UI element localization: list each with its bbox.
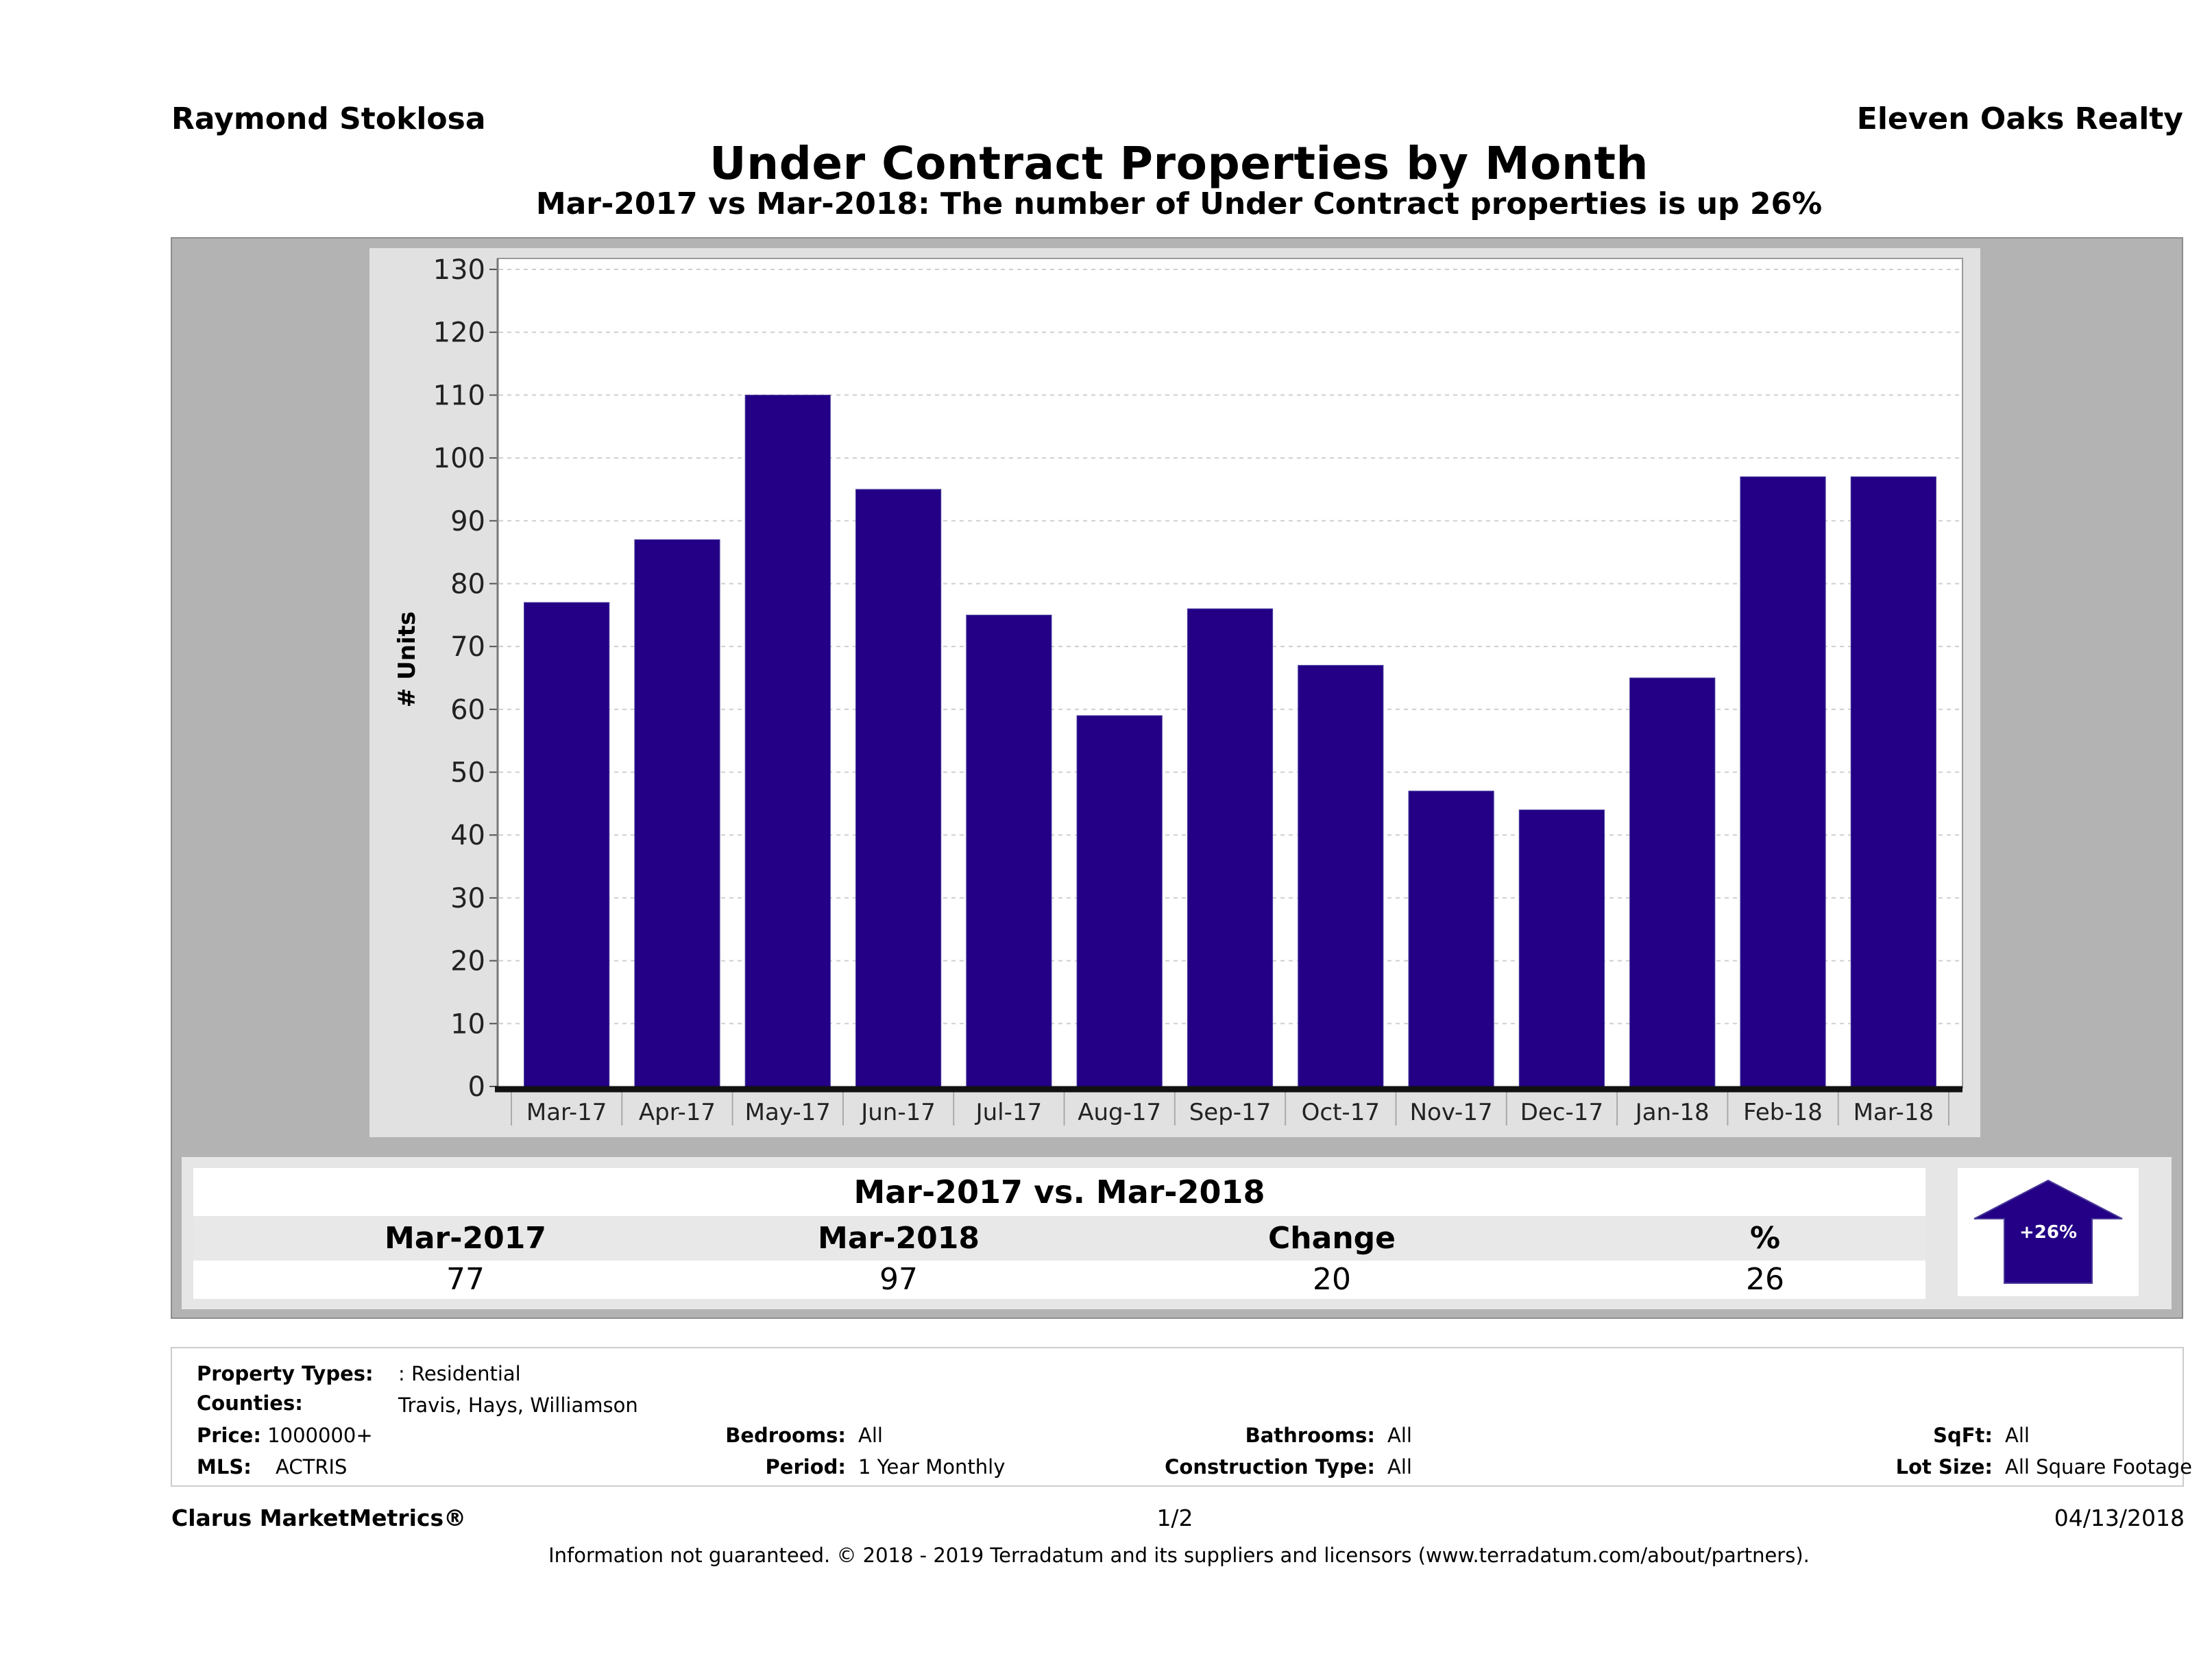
summary-value-curr: 97 xyxy=(879,1262,918,1297)
change-badge-label: +26% xyxy=(2019,1222,2077,1243)
summary-header-curr: Mar-2018 xyxy=(818,1221,980,1256)
y-tick-label: 80 xyxy=(450,568,485,600)
y-tick-label: 130 xyxy=(433,254,485,286)
summary-value-percent: 26 xyxy=(1746,1262,1784,1297)
filter-lot-size-label: Lot Size: xyxy=(1896,1455,1993,1479)
x-tick-label: Jan-18 xyxy=(1634,1099,1710,1126)
filter-label: Lot Size: xyxy=(1895,1455,1993,1479)
bar-mar-17 xyxy=(524,602,610,1087)
bar-jan-18 xyxy=(1629,677,1716,1087)
bar-dec-17 xyxy=(1518,810,1605,1087)
y-tick-label: 60 xyxy=(450,694,485,726)
x-tick-label: Apr-17 xyxy=(639,1099,716,1126)
x-tick-label: Mar-17 xyxy=(526,1099,607,1126)
bar-aug-17 xyxy=(1076,715,1163,1087)
filter-bedrooms-value: All xyxy=(858,1424,883,1447)
y-tick-label: 120 xyxy=(433,317,485,349)
x-tick-label: Feb-18 xyxy=(1743,1099,1823,1126)
filter-label: MLS: xyxy=(197,1455,252,1479)
bar-mar-18 xyxy=(1850,476,1936,1087)
filter-label: Construction Type: xyxy=(1165,1455,1375,1479)
filter-label: Counties: xyxy=(197,1391,303,1415)
filter-sqft-value: All xyxy=(2005,1424,2030,1447)
filter-value: ACTRIS xyxy=(276,1455,348,1479)
x-tick-label: Aug-17 xyxy=(1078,1099,1161,1126)
y-axis-label: # Units xyxy=(393,611,421,707)
filter-construction-value: All xyxy=(1387,1455,1412,1479)
y-tick-label: 50 xyxy=(450,757,485,789)
bar-oct-17 xyxy=(1298,665,1384,1087)
bar-chart: 0 10 20 30 40 50 60 70 80 90 100 110 120 130 Mar-17 Apr… xyxy=(393,254,1963,1126)
bar-feb-18 xyxy=(1740,476,1826,1087)
filter-mls: MLS: ACTRIS xyxy=(197,1455,347,1479)
filter-bedrooms-label: Bedrooms: xyxy=(725,1424,846,1447)
x-tick-label: May-17 xyxy=(745,1099,831,1126)
bar-nov-17 xyxy=(1408,790,1494,1087)
filter-construction-label: Construction Type: xyxy=(1165,1455,1375,1479)
filter-price: Price: 1000000+ xyxy=(197,1424,373,1447)
summary-value-row: 77 97 20 26 xyxy=(193,1261,1925,1299)
y-tick-label: 70 xyxy=(450,631,485,663)
summary-header-percent: % xyxy=(1749,1221,1781,1256)
x-tick-label: Dec-17 xyxy=(1520,1099,1603,1126)
x-tick-label: Nov-17 xyxy=(1410,1099,1493,1126)
filter-value: 1000000+ xyxy=(267,1424,373,1447)
y-tick-label: 100 xyxy=(433,443,485,474)
summary-title: Mar-2017 vs. Mar-2018 xyxy=(193,1168,1925,1216)
filter-label: Bathrooms: xyxy=(1245,1424,1375,1447)
filter-label: Period: xyxy=(765,1455,846,1479)
summary-table: Mar-2017 vs. Mar-2018 Mar-2017 Mar-2018 … xyxy=(193,1168,1925,1299)
x-tick-label: Mar-18 xyxy=(1854,1099,1934,1126)
change-badge: +26% xyxy=(1958,1168,2139,1296)
y-tick-label: 0 xyxy=(468,1071,485,1103)
y-tick-label: 10 xyxy=(450,1008,485,1040)
bar-apr-17 xyxy=(634,539,720,1087)
filter-label: Bedrooms: xyxy=(725,1424,846,1447)
footer-brand: Clarus MarketMetrics® xyxy=(171,1505,467,1531)
y-tick-label: 90 xyxy=(450,506,485,537)
filter-lot-size-value: All Square Footage xyxy=(2005,1455,2193,1479)
summary-header-row: Mar-2017 Mar-2018 Change % xyxy=(193,1216,1925,1261)
filter-sqft-label: SqFt: xyxy=(1933,1424,1993,1447)
y-tick-label: 40 xyxy=(450,820,485,851)
x-tick-label: Oct-17 xyxy=(1302,1099,1380,1126)
page-number: 1/2 xyxy=(1156,1505,1193,1531)
filter-value: Travis, Hays, Williamson xyxy=(398,1394,638,1417)
bar-may-17 xyxy=(744,394,831,1087)
disclaimer: Information not guaranteed. © 2018 - 201… xyxy=(548,1544,1810,1567)
summary-value-prev: 77 xyxy=(446,1262,485,1297)
brokerage-name: Eleven Oaks Realty xyxy=(1856,101,2183,136)
filter-counties: Counties: xyxy=(197,1391,303,1415)
y-tick-label: 30 xyxy=(450,883,485,914)
filter-bathrooms-value: All xyxy=(1387,1424,1412,1447)
summary-header-prev: Mar-2017 xyxy=(385,1221,546,1256)
filter-label: SqFt: xyxy=(1933,1424,1993,1447)
filter-label: Property Types: xyxy=(197,1362,374,1385)
filter-label: Price: xyxy=(197,1424,261,1447)
filter-period-value: 1 Year Monthly xyxy=(858,1455,1006,1479)
chart-area: 0 10 20 30 40 50 60 70 80 90 100 110 120 130 Mar-17 Apr… xyxy=(369,248,1980,1137)
report-date: 04/13/2018 xyxy=(2054,1505,2185,1531)
bar-jun-17 xyxy=(855,489,942,1087)
filter-criteria-panel: Property Types: : Residential Counties: … xyxy=(171,1347,2192,1487)
summary-header-change: Change xyxy=(1268,1221,1396,1256)
up-arrow-icon: +26% xyxy=(1973,1179,2123,1284)
x-tick-label: Jun-17 xyxy=(860,1099,936,1126)
y-tick-label: 110 xyxy=(433,380,485,411)
x-tick-label: Sep-17 xyxy=(1189,1099,1272,1126)
summary-value-change: 20 xyxy=(1313,1262,1351,1297)
filter-property-types: Property Types: xyxy=(197,1362,374,1385)
agent-name: Raymond Stoklosa xyxy=(171,101,486,136)
bar-jul-17 xyxy=(966,614,1052,1087)
filter-value: : Residential xyxy=(398,1362,521,1385)
report-subtitle: Mar-2017 vs Mar-2018: The number of Unde… xyxy=(535,186,1823,221)
report-title: Under Contract Properties by Month xyxy=(709,137,1649,190)
bar-sep-17 xyxy=(1187,608,1274,1087)
y-tick-label: 20 xyxy=(450,946,485,977)
filter-period-label: Period: xyxy=(766,1455,846,1479)
x-tick-label: Jul-17 xyxy=(975,1099,1043,1126)
filter-bathrooms-label: Bathrooms: xyxy=(1245,1424,1375,1447)
